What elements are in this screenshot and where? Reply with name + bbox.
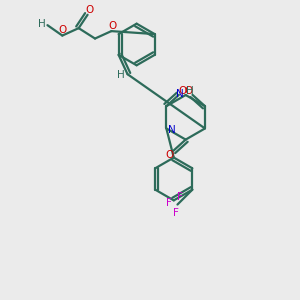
Text: N: N — [168, 125, 176, 135]
Text: O: O — [58, 25, 66, 35]
Text: N: N — [176, 88, 184, 98]
Text: H: H — [186, 85, 194, 96]
Text: O: O — [178, 86, 187, 96]
Text: H: H — [117, 70, 125, 80]
Text: O: O — [109, 21, 117, 31]
Text: H: H — [38, 19, 46, 29]
Text: O: O — [184, 86, 193, 96]
Text: O: O — [85, 5, 93, 15]
Text: O: O — [165, 150, 173, 160]
Text: F: F — [166, 198, 172, 208]
Text: F: F — [173, 208, 179, 218]
Text: F: F — [178, 192, 183, 202]
